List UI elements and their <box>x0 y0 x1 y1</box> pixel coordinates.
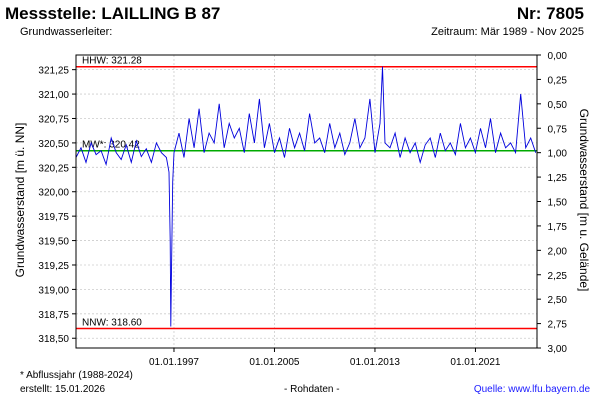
y2-tick-label: 3,00 <box>548 344 568 355</box>
y2-tick-label: 1,25 <box>548 173 568 184</box>
y-tick-label: 318,75 <box>38 310 69 321</box>
y-axis-left: 318,50 318,75 319,00 319,25 319,50 319,75 320,… <box>38 66 76 345</box>
page-title: Messstelle: LAILLING B 87 <box>5 4 221 23</box>
x-tick-label: 01.01.2021 <box>450 357 500 368</box>
y2-tick-label: 2,75 <box>548 320 568 331</box>
x-axis: 01.01.1997 01.01.2005 01.01.2013 01.01.2021 <box>149 348 501 368</box>
y-tick-label: 318,50 <box>38 334 69 345</box>
station-number: Nr: 7805 <box>516 4 584 23</box>
y2-tick-label: 0,50 <box>548 100 568 111</box>
y-tick-label: 321,00 <box>38 90 69 101</box>
y-axis-right: 3,00 2,75 2,50 2,25 2,00 1,75 1,50 1,25 1,00 0,75… <box>537 51 567 355</box>
y2-tick-label: 1,50 <box>548 198 568 209</box>
y2-tick-label: 0,75 <box>548 124 568 135</box>
y-tick-label: 320,75 <box>38 114 69 125</box>
y-axis-label: Grundwasserstand [m ü. NN] <box>13 123 27 278</box>
y-tick-label: 319,50 <box>38 237 69 248</box>
y2-axis-label: Grundwasserstand [m u. Gelände] <box>577 109 591 292</box>
x-tick-label: 01.01.2013 <box>350 357 400 368</box>
y-tick-label: 321,25 <box>38 66 69 77</box>
reference-lines: HHW: 321.28 MW*: 320.42 NNW: 318.60 <box>76 56 537 330</box>
grid <box>76 55 537 348</box>
y2-tick-label: 2,50 <box>548 295 568 306</box>
raw-data-label: - Rohdaten - <box>284 384 340 395</box>
y2-tick-label: 0,00 <box>548 51 568 62</box>
footnote: * Abflussjahr (1988-2024) <box>20 370 133 381</box>
y2-tick-label: 1,00 <box>548 149 568 160</box>
y-tick-label: 319,25 <box>38 261 69 272</box>
y-tick-label: 319,00 <box>38 285 69 296</box>
aquifer-label: Grundwasserleiter: <box>20 26 113 38</box>
y-tick-label: 319,75 <box>38 212 69 223</box>
x-tick-label: 01.01.1997 <box>149 357 199 368</box>
y-tick-label: 320,25 <box>38 163 69 174</box>
x-tick-label: 01.01.2005 <box>249 357 299 368</box>
y-tick-label: 320,00 <box>38 188 69 199</box>
created-date: erstellt: 15.01.2026 <box>20 384 106 395</box>
plot-frame <box>75 54 538 349</box>
y-tick-label: 320,50 <box>38 139 69 150</box>
reference-label: NNW: 318.60 <box>82 317 142 328</box>
source-link[interactable]: Quelle: www.lfu.bayern.de <box>473 384 590 395</box>
y2-tick-label: 0,25 <box>548 75 568 86</box>
y2-tick-label: 2,00 <box>548 246 568 257</box>
y2-tick-label: 1,75 <box>548 222 568 233</box>
y2-tick-label: 2,25 <box>548 271 568 282</box>
reference-label: MW*: 320.42 <box>82 140 140 151</box>
period-label: Zeitraum: Mär 1989 - Nov 2025 <box>431 26 584 38</box>
series-line <box>75 66 537 327</box>
reference-label: HHW: 321.28 <box>82 56 142 67</box>
